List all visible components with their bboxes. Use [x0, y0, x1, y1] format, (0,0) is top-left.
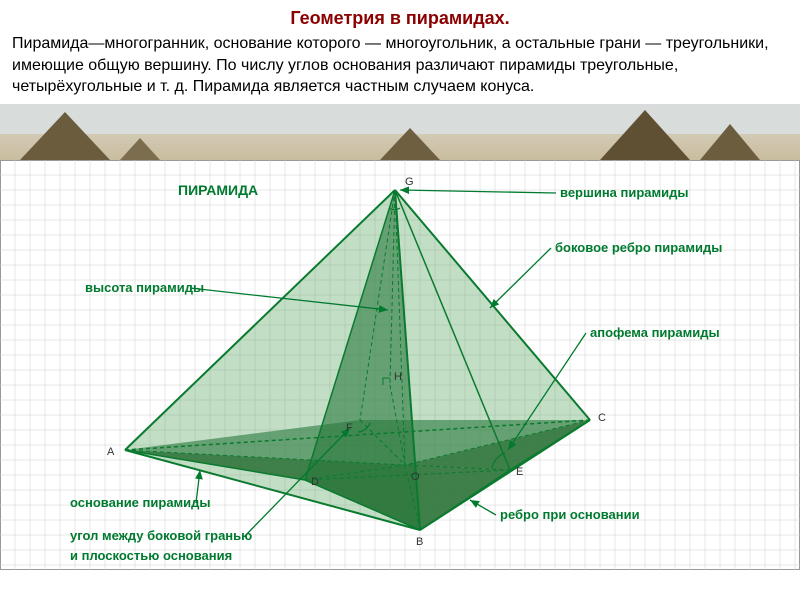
point-A: A [107, 446, 114, 458]
photo-pyramid [600, 110, 690, 160]
point-B: B [416, 536, 423, 548]
photo-pyramid [20, 112, 110, 160]
label-base: основание пирамиды [70, 495, 211, 510]
point-F: F [346, 422, 353, 434]
point-E: E [516, 466, 523, 478]
label-dihedral: угол между боковой гранью [70, 528, 252, 543]
point-G: G [405, 176, 414, 188]
point-O: O [411, 471, 420, 483]
label-side_edge: боковое ребро пирамиды [555, 240, 722, 255]
point-D: D [311, 476, 319, 488]
label-height: высота пирамиды [85, 280, 204, 295]
label-apex: вершина пирамиды [560, 185, 689, 200]
point-H: H [394, 371, 402, 383]
label-base_edge: ребро при основании [500, 507, 640, 522]
intro-paragraph: Пирамида—многогранник, основание которог… [0, 33, 800, 104]
page-title: Геометрия в пирамидах. [0, 0, 800, 33]
label-dihedral2: и плоскостью основания [70, 548, 232, 563]
label-apothem: апофема пирамиды [590, 325, 720, 340]
photo-pyramid [700, 124, 760, 160]
point-C: C [598, 412, 606, 424]
diagram-title: ПИРАМИДА [178, 182, 258, 198]
photo-pyramid [380, 128, 440, 160]
pyramid-diagram: ПИРАМИДА вершина пирамиды боковое ребро п… [0, 160, 800, 570]
photo-band [0, 104, 800, 160]
photo-pyramid [120, 138, 160, 160]
